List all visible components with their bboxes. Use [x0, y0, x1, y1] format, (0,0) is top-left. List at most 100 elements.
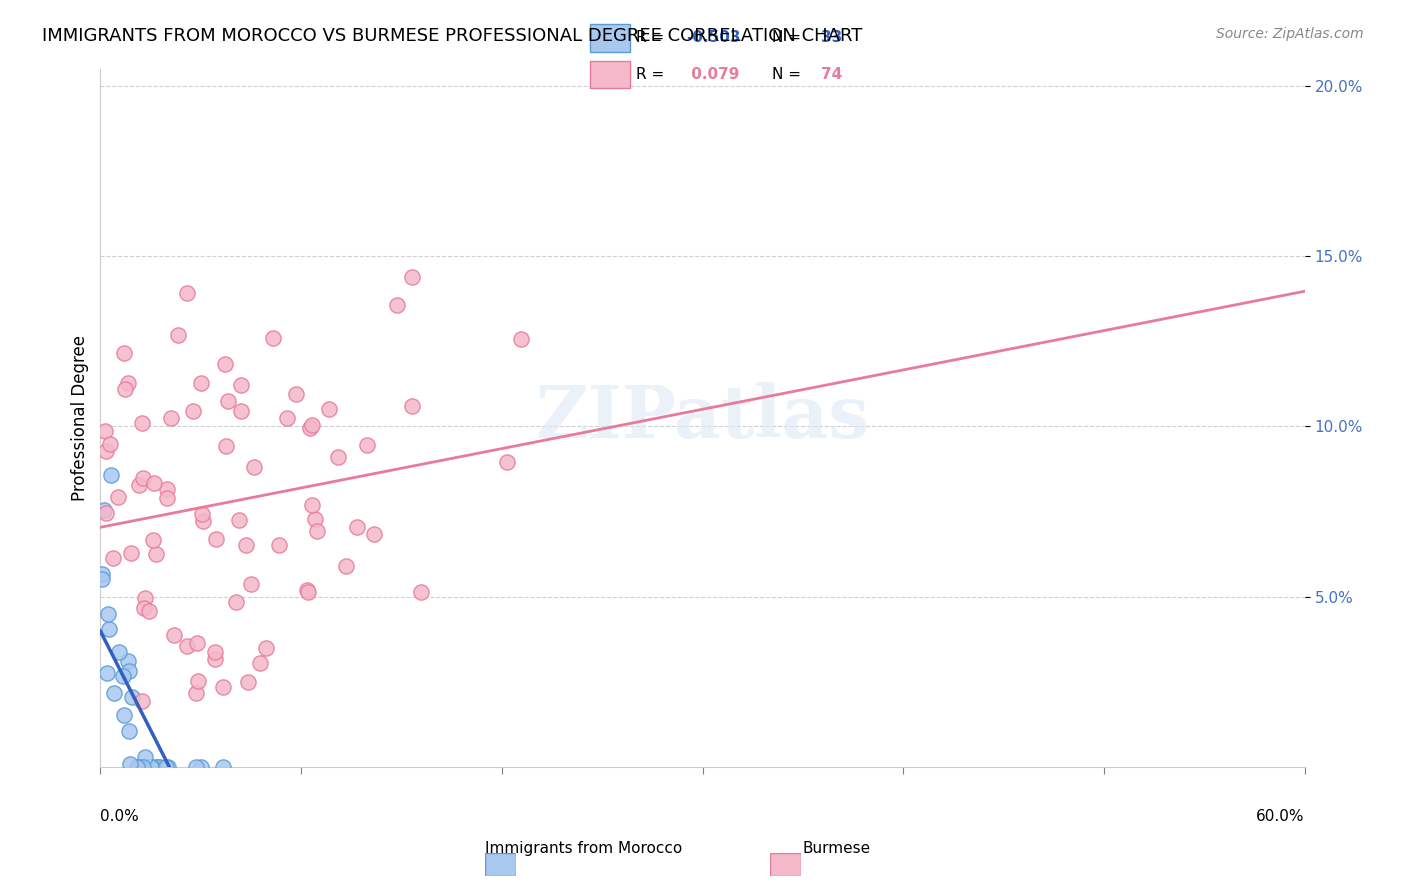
Point — [117, 654, 139, 668]
Point — [228, 513, 250, 527]
Point — [297, 584, 319, 599]
Point — [409, 585, 432, 599]
Point — [145, 547, 167, 561]
Point — [509, 332, 531, 346]
Point — [118, 756, 141, 771]
Point — [112, 346, 135, 360]
Point — [238, 675, 260, 690]
Point — [167, 327, 190, 342]
Point — [132, 470, 155, 484]
Point — [156, 482, 179, 496]
Text: 74: 74 — [821, 67, 842, 82]
Point — [103, 686, 125, 700]
Point — [243, 459, 266, 474]
Point — [254, 640, 277, 655]
Point — [114, 382, 136, 396]
Point — [215, 439, 238, 453]
Point — [96, 665, 118, 680]
Point — [91, 572, 114, 586]
Point — [346, 520, 368, 534]
Point — [267, 538, 290, 552]
Point — [385, 298, 408, 312]
Text: 0.0%: 0.0% — [100, 809, 139, 824]
Point — [318, 401, 340, 416]
Point — [131, 693, 153, 707]
Point — [94, 506, 117, 520]
Text: IMMIGRANTS FROM MOROCCO VS BURMESE PROFESSIONAL DEGREE CORRELATION CHART: IMMIGRANTS FROM MOROCCO VS BURMESE PROFE… — [42, 27, 862, 45]
Point — [401, 400, 423, 414]
Point — [134, 601, 156, 615]
Point — [204, 645, 226, 659]
Text: Source: ZipAtlas.com: Source: ZipAtlas.com — [1216, 27, 1364, 41]
Point — [127, 760, 149, 774]
Point — [138, 604, 160, 618]
Point — [186, 760, 208, 774]
Point — [142, 533, 165, 547]
Point — [217, 394, 239, 409]
Point — [121, 690, 143, 704]
Text: R =: R = — [637, 30, 669, 45]
Point — [135, 760, 157, 774]
Point — [112, 708, 135, 723]
Point — [120, 546, 142, 560]
Point — [118, 664, 141, 678]
Point — [240, 576, 263, 591]
Point — [356, 438, 378, 452]
Point — [301, 498, 323, 512]
Text: Immigrants from Morocco: Immigrants from Morocco — [485, 841, 682, 856]
Point — [98, 622, 121, 636]
Point — [225, 595, 247, 609]
Point — [134, 750, 156, 764]
Text: 0.079: 0.079 — [686, 67, 740, 82]
Text: N =: N = — [772, 30, 806, 45]
Point — [93, 503, 115, 517]
Point — [143, 475, 166, 490]
Point — [204, 651, 226, 665]
Point — [284, 386, 307, 401]
Point — [190, 507, 212, 521]
Point — [205, 532, 228, 546]
Point — [118, 724, 141, 739]
Point — [160, 411, 183, 425]
Point — [214, 357, 236, 371]
Point — [184, 685, 207, 699]
Point — [139, 760, 162, 774]
Y-axis label: Professional Degree: Professional Degree — [72, 334, 89, 501]
Point — [190, 376, 212, 390]
Point — [229, 403, 252, 417]
Text: 60.0%: 60.0% — [1257, 809, 1305, 824]
Point — [131, 417, 153, 431]
Bar — [591, 61, 630, 88]
Point — [229, 377, 252, 392]
Point — [127, 760, 149, 774]
Point — [335, 558, 357, 573]
Point — [305, 524, 328, 539]
Bar — [591, 24, 630, 52]
Point — [262, 331, 284, 345]
Point — [100, 468, 122, 483]
Point — [146, 760, 169, 774]
Text: -0.503: -0.503 — [686, 30, 741, 45]
Point — [134, 591, 156, 606]
Point — [156, 491, 179, 505]
Point — [212, 680, 235, 694]
Point — [186, 636, 208, 650]
Text: ZIPatlas: ZIPatlas — [536, 383, 870, 453]
Point — [235, 537, 257, 551]
Point — [212, 760, 235, 774]
Point — [112, 668, 135, 682]
Point — [304, 511, 326, 525]
Point — [101, 551, 124, 566]
Point — [117, 376, 139, 390]
Point — [176, 639, 198, 653]
Point — [141, 760, 163, 774]
Point — [401, 269, 423, 284]
Text: N =: N = — [772, 67, 806, 82]
Point — [295, 583, 318, 598]
Point — [190, 760, 212, 774]
Point — [128, 760, 150, 774]
Point — [94, 424, 117, 438]
Point — [249, 656, 271, 670]
Point — [326, 450, 349, 464]
Point — [94, 444, 117, 458]
